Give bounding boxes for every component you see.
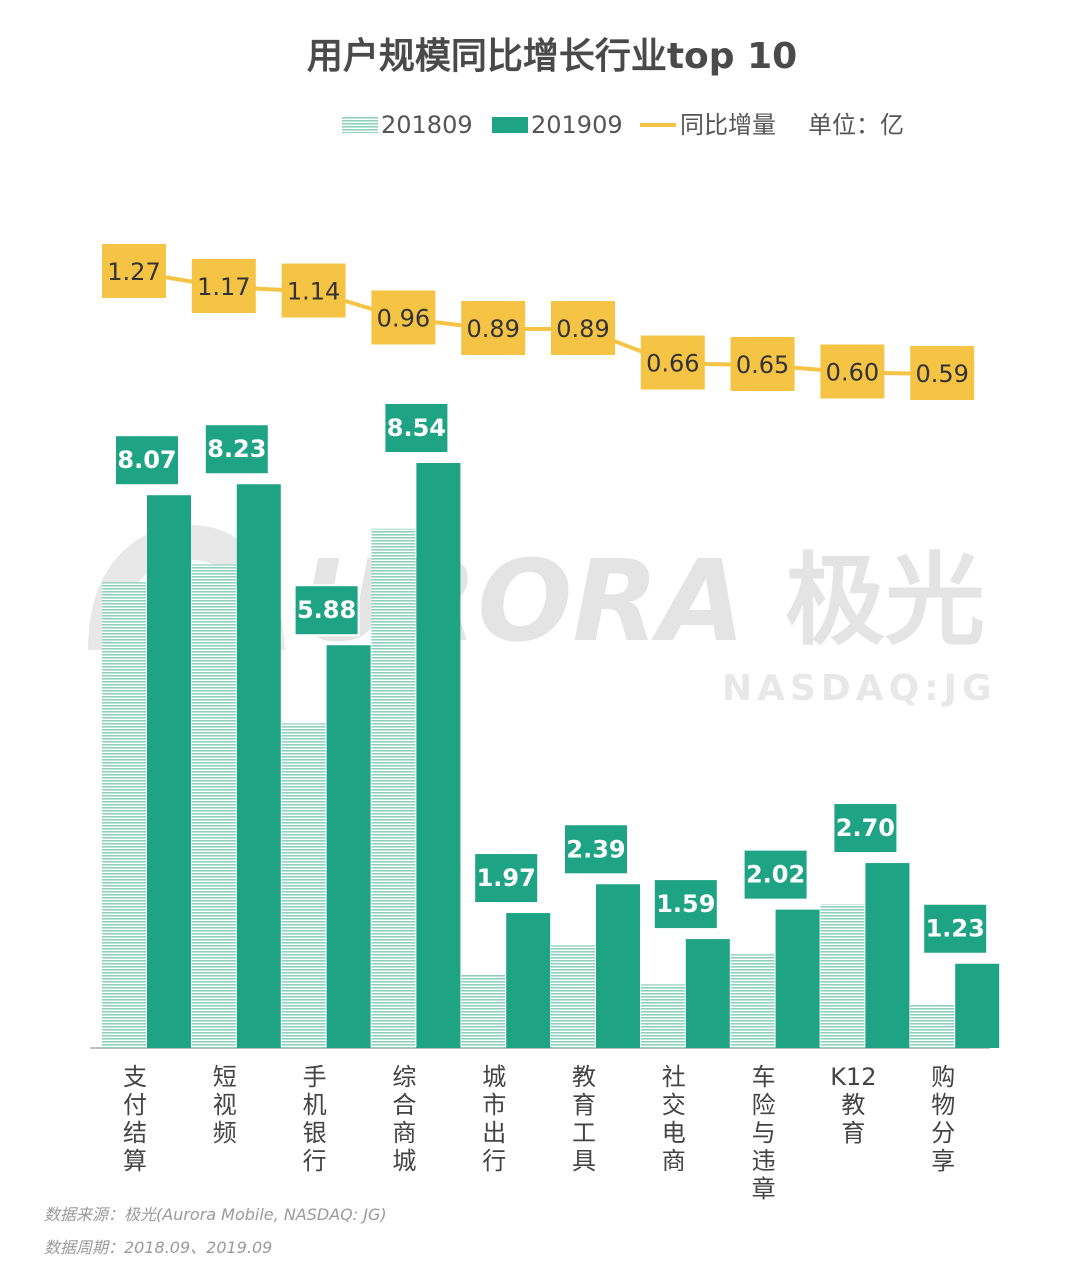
value-label-201909-4: 1.97: [477, 864, 536, 892]
increase-box-5: [551, 301, 615, 355]
increase-box-6: [640, 335, 705, 390]
category-label-1: 短视频: [213, 1063, 237, 1147]
value-label-201909-3: 8.54: [387, 414, 446, 442]
increase-label-9: 0.59: [915, 360, 968, 388]
value-box-201909-2: [293, 584, 360, 637]
increase-box-9: [910, 346, 975, 400]
legend-label-increase: 同比增量: [680, 111, 776, 139]
footnote-period: 数据周期：2018.09、2019.09: [44, 1238, 272, 1257]
bar-201809-9: [910, 1004, 955, 1048]
value-box-201909-7: [742, 848, 809, 901]
increase-box-1: [191, 259, 256, 313]
bar-201909-7: [775, 909, 820, 1048]
bar-201909-0: [147, 495, 191, 1049]
increase-label-8: 0.60: [826, 359, 879, 387]
increase-label-4: 0.89: [466, 315, 519, 343]
category-label-2: 手机银行: [303, 1063, 327, 1175]
bar-201909-3: [416, 463, 461, 1048]
bar-201809-3: [371, 528, 416, 1048]
value-label-201909-0: 8.07: [117, 446, 176, 474]
bar-201909-9: [955, 963, 1000, 1048]
value-box-201909-0: [114, 434, 180, 487]
footnote-source: 数据来源：极光(Aurora Mobile, NASDAQ: JG): [44, 1205, 387, 1224]
value-label-201909-7: 2.02: [746, 861, 805, 889]
bar-201909-2: [326, 645, 371, 1048]
unit-label: 单位：亿: [808, 111, 904, 139]
increase-box-8: [820, 344, 885, 399]
watermark-ticker: NASDAQ:JG: [722, 668, 997, 709]
increase-line: [133, 270, 943, 376]
value-label-201909-2: 5.88: [297, 596, 356, 624]
category-label-0: 支付结算: [123, 1063, 147, 1175]
increase-line-layer: 1.27 1.17 1.14 0.96 0.89 0.89 0.66 0.65 0.60 0.59: [102, 244, 975, 400]
value-box-201909-9: [922, 902, 989, 955]
bar-201809-8: [820, 904, 865, 1048]
increase-label-5: 0.89: [556, 315, 609, 343]
increase-box-2: [281, 263, 346, 318]
category-label-6: 社交电商: [662, 1063, 686, 1175]
increase-label-3: 0.96: [377, 305, 430, 333]
increase-label-2: 1.14: [287, 278, 340, 306]
bar-201809-0: [102, 582, 146, 1048]
bar-201909-4: [506, 913, 551, 1048]
bar-201909-5: [596, 884, 640, 1048]
legend-label-201909: 201909: [531, 111, 623, 139]
aurora-logo-icon: [88, 525, 285, 650]
increase-box-3: [371, 290, 436, 345]
legend-swatch-201809: [342, 117, 378, 133]
bar-201809-7: [730, 954, 775, 1048]
bar-201909-1: [236, 484, 281, 1048]
category-label-7: 车险与违章: [752, 1063, 776, 1203]
legend-swatch-201909: [492, 117, 528, 133]
value-box-201909-3: [383, 402, 450, 455]
category-label-9: 购物分享: [931, 1063, 955, 1175]
increase-box-4: [461, 301, 526, 355]
bar-201809-4: [461, 974, 506, 1048]
value-box-201909-6: [652, 878, 719, 931]
increase-label-6: 0.66: [646, 350, 699, 378]
value-label-201909-6: 1.59: [656, 890, 715, 918]
chart-title: 用户规模同比增长行业top 10: [307, 36, 797, 77]
value-box-201909-4: [473, 852, 540, 905]
category-label-5: 教育工具: [572, 1063, 596, 1175]
value-label-201909-1: 8.23: [207, 435, 266, 463]
legend-label-201809: 201809: [381, 111, 473, 139]
bar-201909-6: [685, 939, 730, 1048]
increase-label-7: 0.65: [736, 351, 789, 379]
watermark-brand-cn: 极光: [785, 542, 985, 659]
value-label-201909-5: 2.39: [566, 835, 625, 863]
bar-201809-1: [191, 564, 236, 1048]
value-label-201909-9: 1.23: [926, 915, 985, 943]
increase-label-0: 1.27: [107, 258, 160, 286]
bar-201809-6: [640, 984, 685, 1048]
value-label-201909-8: 2.70: [836, 814, 895, 842]
bar-201909-8: [865, 863, 910, 1048]
bar-201809-2: [281, 723, 326, 1048]
value-box-201909-8: [832, 802, 899, 855]
legend: 201809 201909 同比增量 单位：亿: [342, 111, 904, 139]
category-labels: 支付结算 短视频 手机银行 综合商城 城市出行 教育工具 社交电商 车险与违章 K12 教育 购物分…: [123, 1063, 955, 1203]
category-label-4: 城市出行: [482, 1063, 506, 1175]
increase-label-1: 1.17: [197, 273, 250, 301]
increase-box-0: [102, 244, 166, 298]
bar-201809-5: [551, 945, 595, 1048]
value-box-201909-5: [563, 823, 629, 876]
category-label-8: K12 教育: [830, 1063, 876, 1147]
category-label-3: 综合商城: [392, 1063, 416, 1175]
bars-layer: 8.07 8.23 5.88 8.54 1.97 2.39 1.59 2.02 2.70 1.23: [102, 402, 1000, 1049]
value-box-201909-1: [203, 423, 270, 476]
increase-box-7: [730, 337, 795, 391]
